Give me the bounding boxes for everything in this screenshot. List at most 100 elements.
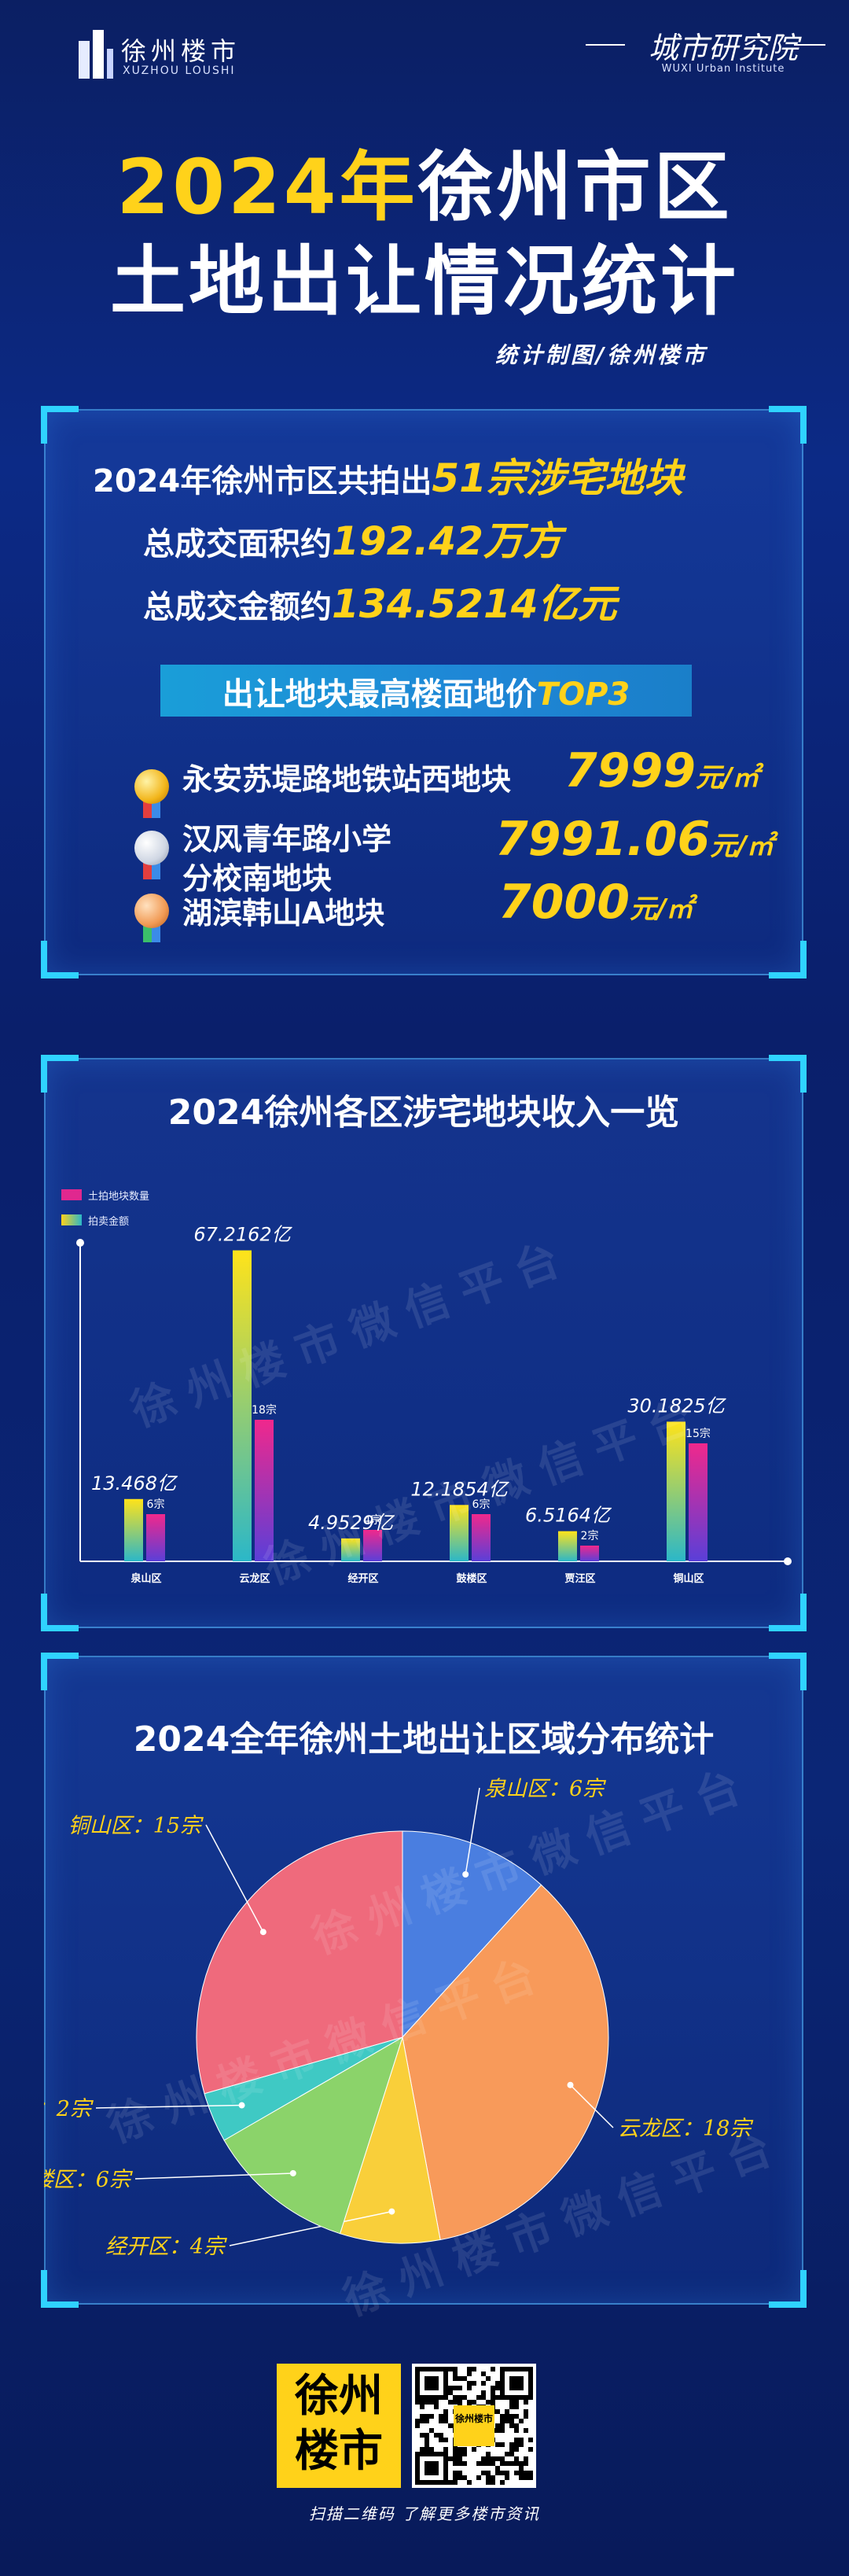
bar-category-label: 云龙区 xyxy=(239,1572,270,1585)
qr-center-label: 徐州楼市 xyxy=(454,2405,494,2446)
top2-name-line2: 分校南地块 xyxy=(182,861,333,896)
silver-ribbon-icon xyxy=(143,862,160,879)
brand-logo xyxy=(277,2364,401,2488)
title-year: 2024年 xyxy=(116,143,418,231)
bar-amount xyxy=(124,1498,143,1561)
bar-category-label: 泉山区 xyxy=(130,1572,161,1585)
bar-chart-title: 2024徐州各区涉宅地块收入一览 xyxy=(167,1093,680,1133)
bar-amount xyxy=(233,1250,252,1561)
bronze-medal-icon xyxy=(134,894,169,928)
bar-count-label: 18宗 xyxy=(252,1404,277,1417)
summary-amount: 总成交金额约134.5214亿元 xyxy=(143,573,617,629)
pie-chart-title: 2024全年徐州土地出让区域分布统计 xyxy=(133,1719,715,1760)
pie-leader-line xyxy=(229,2210,392,2246)
top1-name: 永安苏堤路地铁站西地块 xyxy=(182,762,512,797)
summary-count-label: 2024年徐州市区共拍出 xyxy=(93,463,432,499)
divider-line xyxy=(586,44,625,46)
pie-slice-label: 泉山区：6宗 xyxy=(484,1777,606,1801)
bar-amount-label: 6.5164亿 xyxy=(525,1505,612,1527)
bar-category-label: 鼓楼区 xyxy=(456,1572,487,1585)
summary-area: 总成交面积约192.42万方 xyxy=(143,510,562,566)
pie-slice xyxy=(402,1884,609,2241)
pie-slice-label: 贾汪区：2宗 xyxy=(44,2097,94,2121)
logo-building-icon xyxy=(79,30,113,79)
pie-leader-dot xyxy=(462,1870,469,1878)
institute-subtitle: WUXI Urban Institute xyxy=(661,63,785,75)
pie-leader-line xyxy=(569,2084,614,2128)
institute-name: 城市研究院 xyxy=(648,31,798,65)
bar-amount xyxy=(450,1505,469,1561)
bar-amount-label: 67.2162亿 xyxy=(193,1224,292,1246)
bar-count-label: 6宗 xyxy=(472,1498,491,1511)
pie-leader-line xyxy=(205,1824,264,1933)
pie-slice xyxy=(223,2036,403,2235)
bar-count-label: 15宗 xyxy=(685,1428,711,1440)
bar-amount-label: 4.9529亿 xyxy=(308,1512,395,1534)
legend-label-amount: 拍卖金额 xyxy=(88,1216,130,1228)
summary-count-value: 51宗涉宅地块 xyxy=(432,455,683,501)
bar-count-label: 4宗 xyxy=(364,1514,382,1527)
bar-category-label: 经开区 xyxy=(347,1572,378,1585)
pie-slice-label: 云龙区：18宗 xyxy=(618,2117,753,2141)
silver-medal-icon xyxy=(134,831,169,865)
bar-amount-label: 30.1825亿 xyxy=(627,1395,726,1417)
legend-label-count: 土拍地块数量 xyxy=(88,1191,150,1203)
bar-count xyxy=(580,1546,599,1561)
credit-line: 统计制图/徐州楼市 xyxy=(495,342,708,368)
top3-title-label: 出让地块最高楼面地价 xyxy=(222,676,537,713)
gold-medal-icon xyxy=(134,769,169,804)
top2-price: 7991.06元/㎡ xyxy=(495,812,774,867)
pie-leader-dot xyxy=(289,2169,296,2176)
bronze-ribbon-icon xyxy=(143,925,160,942)
bar-amount-label: 13.468亿 xyxy=(91,1472,178,1494)
bar-count xyxy=(689,1443,708,1561)
qr-code-icon[interactable] xyxy=(412,2364,536,2488)
pie-slice xyxy=(339,2036,441,2244)
pie-leader-line xyxy=(134,2172,293,2180)
top3-name: 湖滨韩山A地块 xyxy=(182,896,385,931)
top3-title: 出让地块最高楼面地价TOP3 xyxy=(160,669,692,714)
summary-amount-value: 134.5214亿元 xyxy=(332,581,617,627)
top1-price: 7999元/㎡ xyxy=(564,743,759,798)
footer-text: 扫描二维码 了解更多楼市资讯 xyxy=(308,2504,541,2523)
top2-name-line1: 汉风青年路小学 xyxy=(182,822,392,857)
pie-slice xyxy=(402,1830,542,2039)
summary-count: 2024年徐州市区共拍出51宗涉宅地块 xyxy=(93,447,683,503)
pie-leader-line xyxy=(95,2104,242,2109)
divider-line xyxy=(794,44,825,46)
pie-leader-dot xyxy=(388,2208,395,2215)
top3-banner xyxy=(160,665,692,717)
bar-count xyxy=(255,1420,274,1561)
gold-ribbon-icon xyxy=(143,801,160,818)
bar-category-label: 铜山区 xyxy=(672,1572,704,1585)
bar-amount xyxy=(558,1531,577,1561)
bar-amount-label: 12.1854亿 xyxy=(410,1478,509,1500)
bar-amount xyxy=(341,1538,360,1561)
top3-title-hl: TOP3 xyxy=(536,676,630,713)
bar-count xyxy=(146,1514,165,1561)
logo-subtitle: XUZHOU LOUSHI xyxy=(123,64,236,77)
bar-count xyxy=(363,1530,382,1561)
title-rest: 徐州市区 xyxy=(417,143,733,231)
bar-count-label: 6宗 xyxy=(147,1498,165,1511)
bar-amount xyxy=(667,1421,685,1561)
page-title-line2: 土地出让情况统计 xyxy=(110,238,739,326)
brand-logo-text: 徐州楼市 xyxy=(295,2371,383,2477)
bar-count-label: 2宗 xyxy=(581,1530,599,1542)
top3-price: 7000元/㎡ xyxy=(498,875,693,930)
summary-area-label: 总成交面积约 xyxy=(143,526,332,562)
pie-slice xyxy=(196,1830,403,2095)
summary-amount-label: 总成交金额约 xyxy=(143,589,332,625)
pie-slice-label: 鼓楼区：6宗 xyxy=(44,2168,133,2192)
bar-count xyxy=(472,1514,491,1561)
pie-slice-label: 铜山区：15宗 xyxy=(68,1814,204,1838)
legend-swatch-count xyxy=(61,1189,82,1200)
pie-slice-label: 经开区：4宗 xyxy=(105,2235,227,2259)
bar-category-label: 贾汪区 xyxy=(564,1572,595,1585)
pie-leader-line xyxy=(465,1787,480,1875)
logo-name: 徐州楼市 xyxy=(121,36,241,66)
legend-swatch-amount xyxy=(61,1214,82,1225)
summary-area-value: 192.42万方 xyxy=(332,518,562,564)
